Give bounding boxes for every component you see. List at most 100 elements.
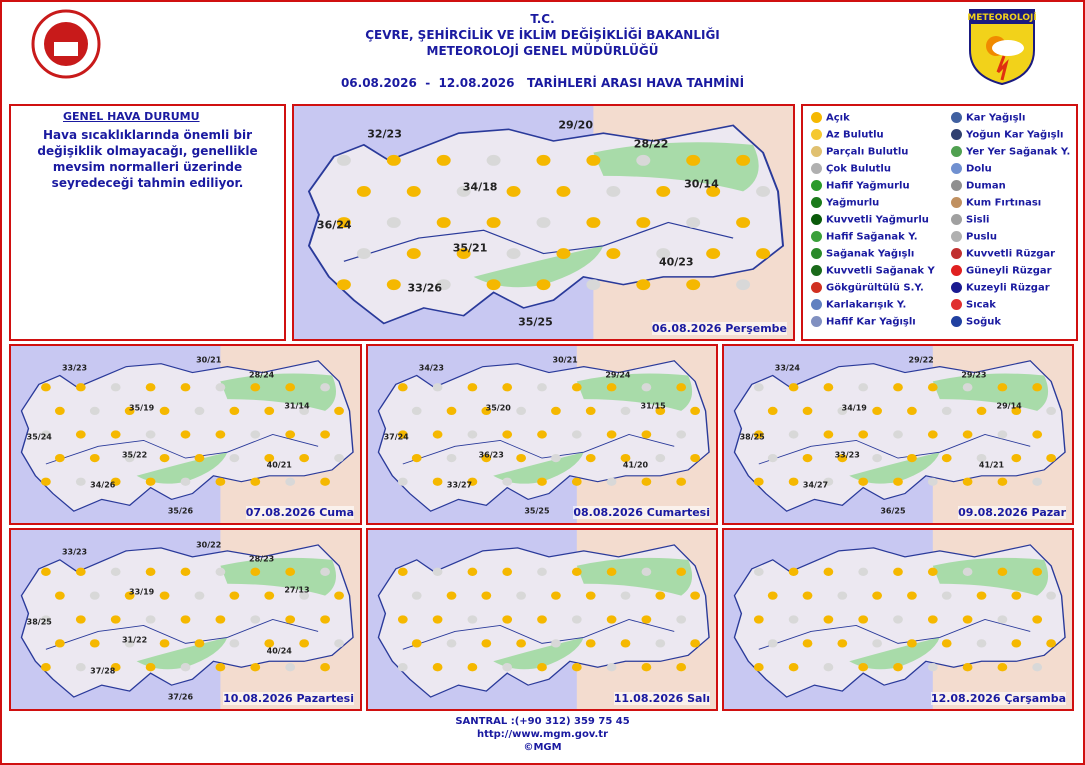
temperature: 30/14 [684, 177, 719, 191]
weather-icon [556, 185, 571, 197]
legend-label: Yoğun Kar Yağışlı [966, 129, 1064, 141]
weather-icon [706, 248, 721, 260]
forecast-map: 12.08.2026 Çarşamba [722, 528, 1074, 711]
weather-icon [229, 639, 240, 648]
weather-icon [1046, 406, 1056, 416]
weather-icon [962, 615, 973, 624]
weather-icon [767, 453, 778, 463]
weather-icon [264, 591, 275, 600]
weather-icon [872, 591, 882, 600]
weather-icon [537, 383, 547, 392]
weather-icon [194, 453, 205, 463]
weather-icon [264, 406, 275, 416]
weather-icon [736, 217, 751, 228]
weather-icon [620, 406, 631, 416]
weather-icon [1032, 567, 1043, 576]
forecast-map: 33/24 29/22 29/23 34/19 29/14 38/25 33/23 41/21… [722, 344, 1074, 525]
weather-icon [893, 430, 903, 439]
weather-icon [585, 453, 596, 463]
weather-icon [636, 279, 651, 291]
weather-icon [686, 279, 701, 291]
legend-icon [951, 231, 962, 242]
weather-icon [858, 567, 869, 576]
weather-icon [997, 663, 1008, 672]
legend-item: Kum Fırtınası [951, 197, 1041, 209]
temperature: 35/25 [524, 506, 550, 516]
weather-icon [411, 639, 422, 648]
weather-icon [250, 430, 261, 439]
weather-icon [907, 591, 917, 600]
forecast-map: 11.08.2026 Salı [366, 528, 718, 711]
weather-icon [606, 567, 617, 576]
weather-icon [334, 406, 344, 416]
weather-icon [75, 567, 86, 576]
temperature: 31/22 [121, 635, 148, 645]
weather-icon [872, 453, 882, 463]
weather-icon [676, 477, 687, 486]
weather-icon [788, 430, 799, 439]
weather-icon [756, 185, 771, 197]
weather-icon [655, 453, 666, 463]
legend-label: Açık [826, 112, 850, 124]
weather-icon [620, 591, 631, 600]
weather-icon [606, 663, 617, 672]
weather-icon [641, 567, 652, 576]
ministry-logo [31, 9, 101, 79]
temperature: 34/26 [90, 480, 116, 490]
weather-icon [194, 591, 205, 600]
weather-icon [250, 663, 261, 672]
weather-icon [606, 477, 617, 486]
weather-icon [215, 430, 226, 439]
legend-icon [811, 163, 822, 174]
temperature: 33/19 [129, 587, 155, 597]
weather-icon [336, 217, 351, 228]
legend-icon [951, 214, 962, 225]
weather-icon [299, 406, 310, 416]
weather-icon [690, 406, 700, 416]
temperature: 37/24 [383, 432, 409, 441]
weather-icon [788, 663, 799, 672]
temperature: 36/24 [316, 218, 352, 231]
weather-icon [456, 248, 471, 260]
weather-icon [194, 639, 205, 648]
weather-icon [436, 154, 451, 166]
legend-icon [951, 265, 962, 276]
weather-icon [386, 279, 401, 291]
weather-icon [585, 591, 596, 600]
legend-item: Hafif Kar Yağışlı [811, 316, 916, 328]
legend-icon [951, 180, 962, 191]
weather-icon [997, 615, 1008, 624]
weather-icon [299, 453, 310, 463]
legend-item: Açık [811, 112, 850, 124]
weather-icon [516, 453, 526, 463]
map-graphic [294, 106, 793, 339]
footer-line: http://www.mgm.gov.tr [476, 729, 609, 740]
weather-icon [927, 615, 938, 624]
weather-icon [481, 591, 492, 600]
weather-icon [976, 453, 987, 463]
legend-label: Puslu [966, 231, 997, 243]
temperature: 38/25 [739, 432, 765, 441]
legend-label: Parçalı Bulutlu [826, 146, 909, 158]
weather-icon [893, 663, 903, 672]
weather-icon [502, 615, 513, 624]
weather-icon [502, 383, 513, 392]
weather-icon [432, 615, 443, 624]
map-caption: 12.08.2026 Çarşamba [930, 692, 1066, 705]
weather-icon [486, 279, 501, 291]
weather-icon [837, 453, 848, 463]
weather-icon [736, 154, 751, 166]
weather-icon [606, 383, 617, 392]
weather-icon [823, 430, 834, 439]
weather-icon [823, 615, 834, 624]
legend-label: Kar Yağışlı [966, 112, 1026, 124]
legend-icon [811, 248, 822, 259]
weather-icon [962, 477, 973, 486]
region-border [45, 619, 319, 650]
weather-icon [397, 663, 408, 672]
weather-icon [215, 615, 226, 624]
weather-icon [1011, 406, 1022, 416]
weather-icon [446, 406, 457, 416]
weather-icon [75, 430, 86, 439]
weather-icon [110, 477, 121, 486]
